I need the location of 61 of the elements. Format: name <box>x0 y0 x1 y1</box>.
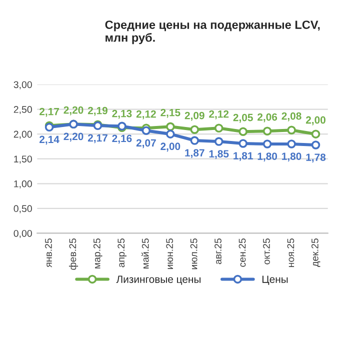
data-label: 2,06 <box>258 113 278 122</box>
data-label: 2,19 <box>88 106 108 116</box>
data-label: 2,12 <box>209 110 229 120</box>
data-label: 1,80 <box>282 152 302 162</box>
data-label: 2,05 <box>233 114 253 123</box>
data-label: 2,09 <box>184 112 204 121</box>
point <box>166 122 175 132</box>
legend-label: Лизинговые цены <box>116 276 200 285</box>
y-tick-label: 2,50 <box>14 106 32 114</box>
data-label: 2,15 <box>160 108 180 118</box>
y-tick-label: 0,50 <box>14 205 32 214</box>
x-tick-label: янв.25 <box>45 238 52 268</box>
x-tick-label: авг.25 <box>214 238 222 264</box>
x-tick-label: ноя.25 <box>287 238 294 267</box>
y-tick-label: 1,50 <box>14 156 32 164</box>
data-label: 2,14 <box>40 136 60 145</box>
x-tick-label: окт.25 <box>263 238 270 264</box>
point <box>287 140 296 148</box>
y-tick-label: 3,00 <box>14 81 32 90</box>
point <box>311 130 320 138</box>
y-tick-label: 1,00 <box>14 180 32 188</box>
x-tick-label: дек.25 <box>311 238 320 267</box>
data-label: 2,00 <box>306 116 326 126</box>
data-label: 2,20 <box>64 132 84 142</box>
data-label: 2,00 <box>160 142 180 152</box>
x-tick-label: апр.25 <box>118 238 126 268</box>
point <box>190 125 200 134</box>
x-tick-label: май.25 <box>141 238 149 268</box>
x-tick-label: июл.25 <box>190 238 198 270</box>
data-label: 2,16 <box>112 134 132 144</box>
data-label: 2,20 <box>64 106 84 116</box>
y-tick-label: 2,00 <box>14 130 32 139</box>
point <box>166 130 175 138</box>
data-label: 1,87 <box>185 149 204 158</box>
y-tick-label: 0,00 <box>14 230 32 238</box>
data-label: 2,13 <box>112 110 132 119</box>
data-label: 2,17 <box>40 108 59 117</box>
point <box>311 140 320 150</box>
data-label: 2,07 <box>136 139 156 148</box>
point <box>238 139 248 148</box>
point <box>190 136 200 145</box>
data-label: 2,08 <box>282 112 302 122</box>
x-tick-label: мар.25 <box>93 238 102 268</box>
x-tick-label: сен.25 <box>238 238 246 267</box>
data-label: 1,78 <box>306 154 326 162</box>
point <box>262 126 272 136</box>
point <box>262 140 272 148</box>
point <box>214 124 224 132</box>
point <box>238 127 248 136</box>
data-label: 1,81 <box>234 152 253 161</box>
data-label: 2,17 <box>88 134 108 144</box>
data-label: 2,12 <box>136 110 156 120</box>
legend-label: Цены <box>262 276 288 285</box>
point <box>142 126 151 135</box>
point <box>214 137 224 146</box>
data-label: 1,85 <box>209 150 229 160</box>
x-tick-label: июн.25 <box>166 238 174 270</box>
x-tick-label: фев.25 <box>68 238 78 270</box>
point <box>287 126 296 134</box>
chart-title: Средние цены на подержанные LCV, млн руб. <box>105 20 320 44</box>
data-label: 1,80 <box>258 152 278 162</box>
